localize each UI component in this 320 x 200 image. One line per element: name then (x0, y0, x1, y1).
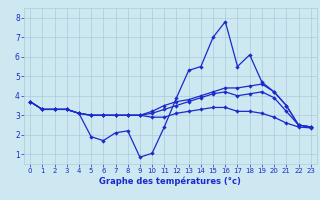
X-axis label: Graphe des températures (°c): Graphe des températures (°c) (100, 177, 241, 186)
